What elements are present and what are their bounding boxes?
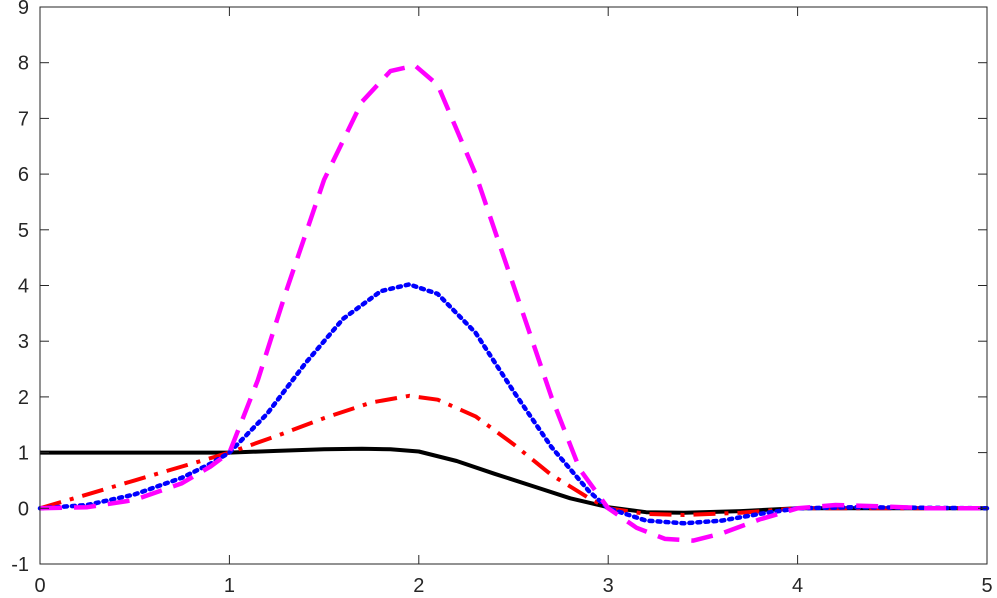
y-tick-label: 7 xyxy=(18,108,29,130)
axes-box xyxy=(39,6,988,565)
x-tick-label: 4 xyxy=(792,575,803,597)
y-tick-label: 4 xyxy=(18,276,29,298)
y-tick-label: 9 xyxy=(18,0,29,19)
y-tick-label: 0 xyxy=(18,498,29,520)
x-tick-label: 1 xyxy=(224,575,235,597)
x-tick-label: 5 xyxy=(981,575,992,597)
series-line-2-dashdot xyxy=(39,393,987,517)
y-tick-label: 6 xyxy=(18,164,29,186)
series-layer xyxy=(37,63,990,543)
y-tick-label: 3 xyxy=(18,331,29,353)
series-line-4-dashed xyxy=(39,63,987,543)
y-tick-label: 8 xyxy=(18,53,29,75)
x-tick-label: 2 xyxy=(413,575,424,597)
x-tick-label: 3 xyxy=(603,575,614,597)
x-tick-label: 0 xyxy=(34,575,45,597)
y-tick-label: 5 xyxy=(18,220,29,242)
y-tick-label: 2 xyxy=(18,387,29,409)
y-tick-label: -1 xyxy=(11,554,29,576)
y-tick-label: 1 xyxy=(18,443,29,465)
series-line-3-dotted xyxy=(37,282,990,526)
